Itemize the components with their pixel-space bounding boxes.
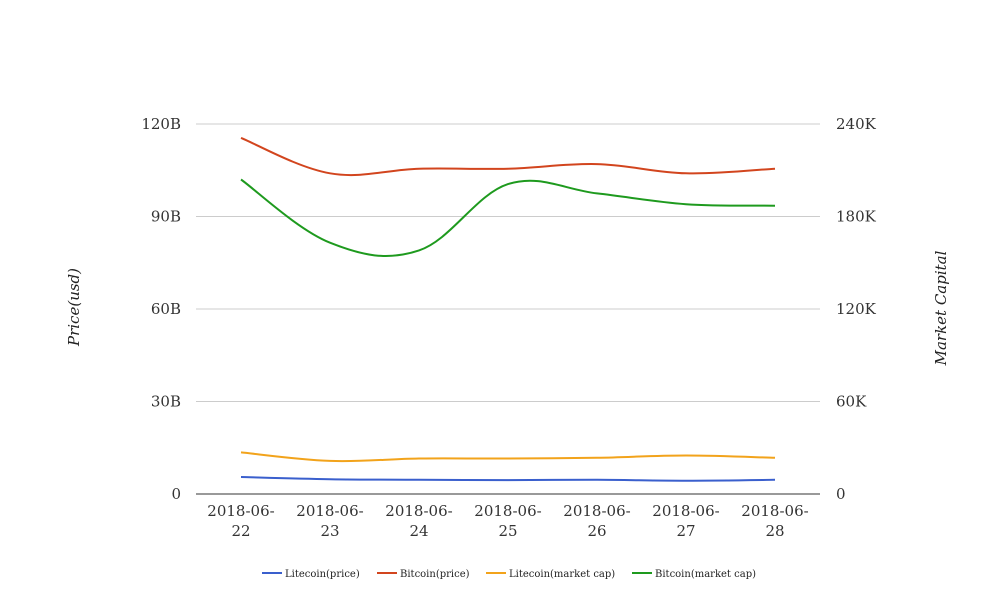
x-tick-label: 2018-06-24 — [385, 502, 452, 540]
right-tick-label: 60K — [836, 393, 867, 411]
right-tick-label: 240K — [836, 115, 877, 133]
series-line-bitcoin-market-cap — [240, 178, 776, 257]
left-axis-title: Price(usd) — [65, 268, 83, 347]
right-tick-label: 120K — [836, 300, 877, 318]
x-tick-label: 2018-06-23 — [296, 502, 363, 540]
x-tick-label: 2018-06-27 — [652, 502, 719, 540]
legend-label: Bitcoin(price) — [400, 569, 470, 580]
x-tick-label: 2018-06-28 — [741, 502, 808, 540]
gridlines — [196, 123, 820, 402]
right-axis-title: Market Capital — [932, 250, 950, 366]
x-axis: 2018-06-22 2018-06-23 2018-06-24 2018-06-25… — [207, 502, 808, 540]
legend-label: Litecoin(price) — [285, 569, 360, 580]
x-tick-label: 2018-06-25 — [474, 502, 541, 540]
series-line-bitcoin-price — [240, 136, 776, 177]
left-tick-label: 120B — [141, 115, 181, 133]
left-tick-label: 30B — [151, 393, 181, 411]
legend: Litecoin(price) Bitcoin(price) Litecoin(ma… — [262, 569, 756, 580]
left-tick-label: 0 — [171, 485, 181, 503]
series-lines — [240, 136, 776, 482]
legend-label: Bitcoin(market cap) — [655, 569, 756, 580]
right-tick-label: 0 — [836, 485, 846, 503]
legend-label: Litecoin(market cap) — [509, 569, 615, 580]
left-tick-label: 60B — [151, 300, 181, 318]
x-tick-label: 2018-06-22 — [207, 502, 274, 540]
right-tick-label: 180K — [836, 208, 877, 226]
series-line-litecoin-price — [240, 476, 776, 482]
left-y-axis: 0 30B 60B 90B 120B — [141, 115, 181, 503]
right-y-axis: 0 60K 120K 180K 240K — [836, 115, 877, 503]
series-line-litecoin-market-cap — [240, 451, 776, 463]
left-tick-label: 90B — [151, 208, 181, 226]
x-tick-label: 2018-06-26 — [563, 502, 630, 540]
